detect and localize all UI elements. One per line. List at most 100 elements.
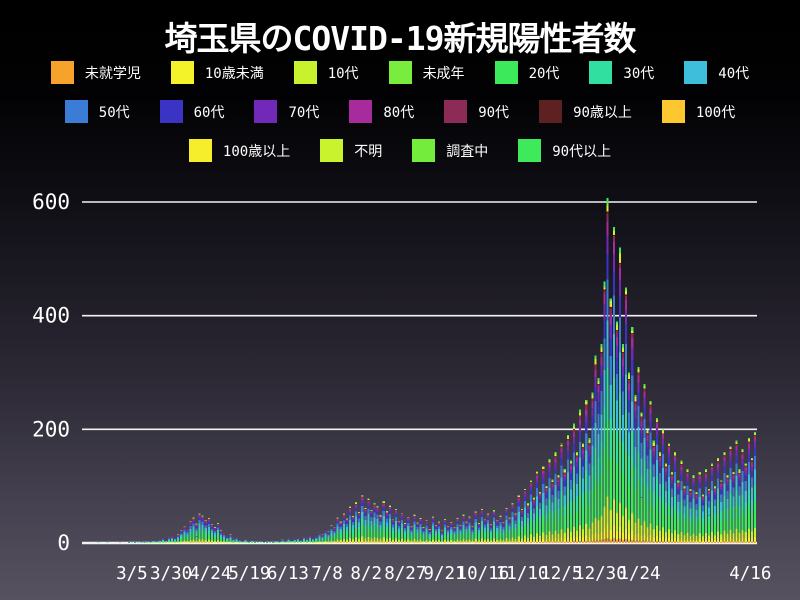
bar-segment [474,522,477,527]
bar-segment [640,416,643,417]
bar-segment [339,532,342,536]
bar-segment [533,527,536,537]
x-axis-tick-label: 3/30 [150,564,192,584]
bar-segment [575,453,579,455]
bar-segment [465,526,468,530]
bar-segment [520,508,523,510]
bar-segment [753,485,756,504]
bar-segment [189,522,192,524]
bar-segment [753,503,756,528]
bar-segment [235,539,238,541]
bar-segment [480,531,483,539]
bar-segment [714,542,717,543]
bar-segment [572,429,575,433]
bar-segment [689,502,692,509]
bar-segment [720,510,723,521]
bar-segment [223,534,226,536]
bar-segment [388,507,391,510]
bar-segment [582,508,585,530]
bar-segment [726,485,729,491]
bar-segment [698,539,701,542]
bar-segment [376,507,379,509]
bar-segment [480,542,483,543]
bar-segment [189,528,192,532]
bar-segment [462,514,465,516]
y-axis-tick-label: 600 [32,190,70,214]
bar-segment [321,540,324,542]
bar-segment [355,504,358,507]
bar-segment [514,514,517,516]
bar-segment [683,514,686,524]
bar-segment [661,439,664,446]
bar-segment [493,515,496,518]
bar-segment [468,520,471,523]
bar-segment [655,423,658,429]
bar-segment [364,509,367,512]
bar-segment [720,490,723,495]
bar-segment [542,469,545,472]
bar-segment [548,462,551,464]
bar-segment [373,537,376,541]
bar-segment [738,541,741,543]
bar-segment [437,523,440,524]
bar-segment [361,511,364,519]
bar-segment [741,450,744,452]
bar-segment [459,528,462,532]
bar-segment [600,540,603,543]
bar-segment [643,540,646,543]
bar-segment [744,475,747,482]
x-axis-tick-label: 5/19 [228,564,270,584]
bar-segment [729,455,732,461]
bar-segment [744,490,747,502]
bar-segment [710,467,714,471]
bar-segment [671,506,674,519]
bar-segment [612,271,615,296]
bar-segment [652,490,655,508]
bar-segment [450,540,453,542]
bar-segment [523,489,526,490]
bar-segment [312,541,315,543]
bar-segment [520,511,523,513]
bar-segment [643,486,646,521]
bar-segment [671,483,674,489]
bar-segment [649,432,652,450]
bar-segment [447,527,450,529]
bar-segment [404,524,407,526]
bar-segment [235,538,238,540]
bar-segment [597,392,600,402]
bar-segment [615,539,618,543]
bar-segment [456,539,459,542]
bar-segment [425,528,428,532]
bar-segment [523,523,526,536]
bar-segment [591,392,594,395]
bar-segment [361,496,364,498]
bar-segment [686,470,689,472]
bar-segment [704,469,707,470]
bar-segment [220,533,223,535]
bar-segment [391,541,394,543]
bar-segment [533,519,536,528]
bar-segment [753,527,756,537]
bar-segment [324,541,327,543]
bar-segment [741,458,744,465]
bar-segment [361,497,364,500]
bar-segment [529,482,533,484]
bar-segment [529,480,533,482]
bar-segment [220,532,223,534]
bar-segment [238,541,241,543]
bar-segment [643,387,646,389]
bar-segment [207,520,210,523]
y-axis-tick-label: 200 [32,417,70,441]
legend-item: 90歳以上 [539,100,632,123]
bar-segment [483,530,486,535]
bar-segment [704,495,707,506]
bar-segment [732,517,735,534]
bar-segment [677,494,680,502]
bar-segment [634,522,637,524]
bar-segment [741,537,744,542]
bar-segment [701,495,704,497]
bar-segment [468,541,471,543]
bar-segment [376,540,379,543]
bar-segment [358,516,361,519]
